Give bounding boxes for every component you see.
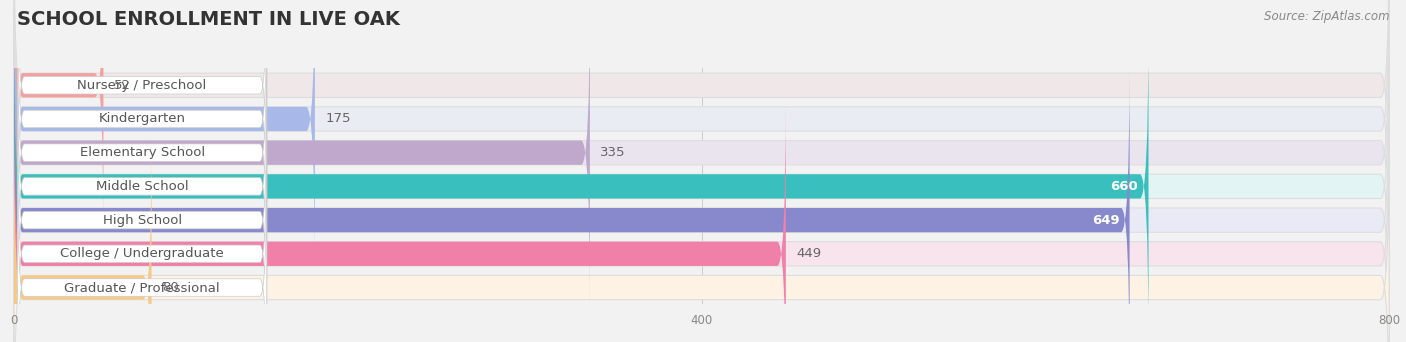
FancyBboxPatch shape xyxy=(17,0,267,211)
FancyBboxPatch shape xyxy=(14,0,315,275)
FancyBboxPatch shape xyxy=(14,64,1389,342)
Text: 80: 80 xyxy=(162,281,179,294)
FancyBboxPatch shape xyxy=(14,97,1389,342)
Text: Kindergarten: Kindergarten xyxy=(98,113,186,126)
FancyBboxPatch shape xyxy=(14,0,1389,242)
Text: 52: 52 xyxy=(114,79,131,92)
FancyBboxPatch shape xyxy=(17,27,267,279)
Text: 335: 335 xyxy=(600,146,626,159)
Text: 175: 175 xyxy=(325,113,350,126)
FancyBboxPatch shape xyxy=(14,30,1389,342)
Text: 660: 660 xyxy=(1111,180,1139,193)
FancyBboxPatch shape xyxy=(17,0,267,245)
FancyBboxPatch shape xyxy=(14,131,152,342)
Text: Elementary School: Elementary School xyxy=(80,146,205,159)
Text: 649: 649 xyxy=(1091,214,1119,227)
Text: Source: ZipAtlas.com: Source: ZipAtlas.com xyxy=(1264,10,1389,23)
FancyBboxPatch shape xyxy=(14,0,104,242)
Text: High School: High School xyxy=(103,214,181,227)
Text: Middle School: Middle School xyxy=(96,180,188,193)
FancyBboxPatch shape xyxy=(17,128,267,342)
FancyBboxPatch shape xyxy=(14,0,1389,309)
Text: Nursery / Preschool: Nursery / Preschool xyxy=(77,79,207,92)
FancyBboxPatch shape xyxy=(14,30,1149,342)
Text: College / Undergraduate: College / Undergraduate xyxy=(60,247,224,260)
FancyBboxPatch shape xyxy=(17,60,267,313)
FancyBboxPatch shape xyxy=(17,161,267,342)
FancyBboxPatch shape xyxy=(14,0,591,309)
FancyBboxPatch shape xyxy=(17,94,267,342)
FancyBboxPatch shape xyxy=(14,131,1389,342)
FancyBboxPatch shape xyxy=(14,97,786,342)
Text: 449: 449 xyxy=(796,247,821,260)
FancyBboxPatch shape xyxy=(14,0,1389,275)
Text: Graduate / Professional: Graduate / Professional xyxy=(65,281,219,294)
Text: SCHOOL ENROLLMENT IN LIVE OAK: SCHOOL ENROLLMENT IN LIVE OAK xyxy=(17,10,399,29)
FancyBboxPatch shape xyxy=(14,64,1129,342)
